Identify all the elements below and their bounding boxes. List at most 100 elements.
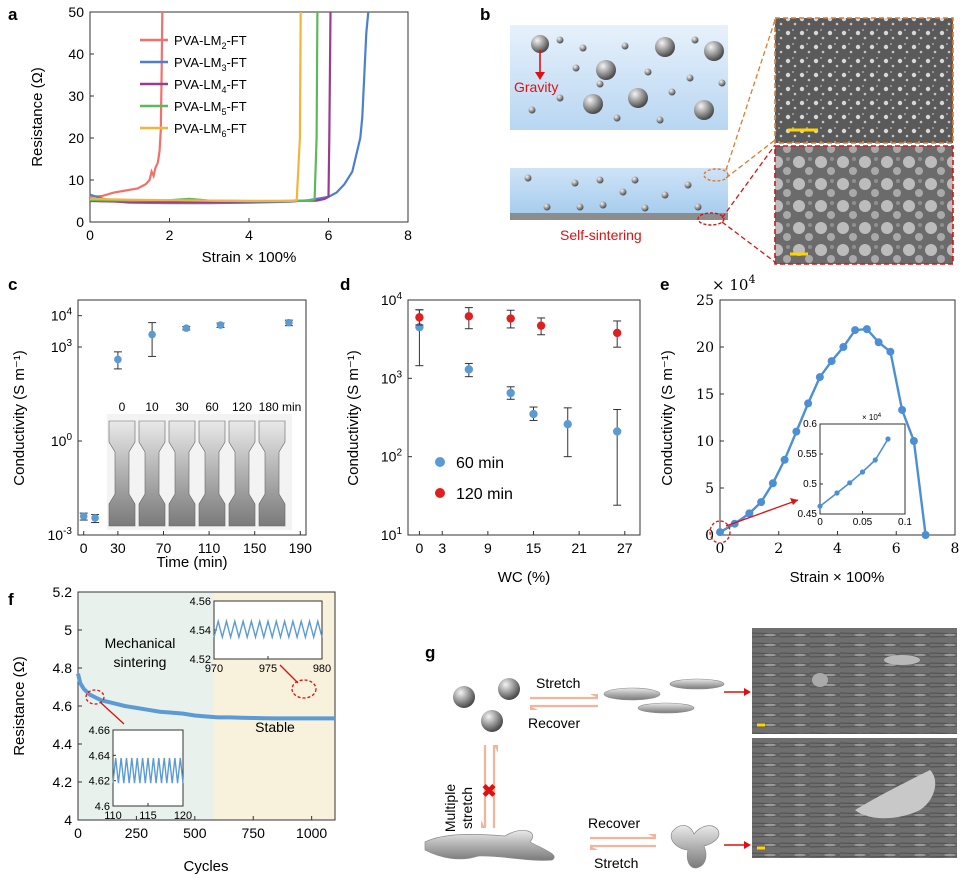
d-data-point-1 xyxy=(612,328,622,338)
f-inset-left-xtick-label: 120 xyxy=(174,810,192,822)
e-inset-ytick-label: 0.55 xyxy=(798,449,818,460)
d-ytick-label: 102 xyxy=(381,448,403,465)
f-xlabel: Cycles xyxy=(183,858,228,875)
c-xtick-label: 150 xyxy=(243,540,267,556)
e-data-point xyxy=(827,357,836,366)
e-xtick-label: 2 xyxy=(774,541,783,557)
e-inset-point xyxy=(885,436,891,442)
f-series-line xyxy=(76,673,335,721)
panel-a-chart: 0 2 4 6 8 0 10 20 30 40 50 PVA-LM2-FT PVA-LM3-FT PVA… xyxy=(29,4,412,266)
e-data-point xyxy=(768,479,777,488)
a-xtick-label: 2 xyxy=(166,227,174,243)
e-xtick-label: 8 xyxy=(951,541,960,557)
d-ytick-label: 104 xyxy=(381,291,403,308)
dogbone-sample-0 xyxy=(108,420,136,527)
e-data-point xyxy=(757,498,766,507)
d-data-point-1 xyxy=(415,313,424,322)
panel-e-chart: 0 2 4 6 8 0 5 10 15 20 25 × 104 × 104 0 0.05 0.1 0.45 0… xyxy=(659,273,959,586)
f-xtick-label: 750 xyxy=(242,825,266,841)
f-xtick-label: 500 xyxy=(183,825,207,841)
f-inset-left-xtick-label: 115 xyxy=(139,810,157,822)
f-inset-left-xtick-label: 110 xyxy=(104,810,122,822)
dogbone-sample-2 xyxy=(168,420,196,527)
stretch-label-2: Stretch xyxy=(594,855,638,871)
c-xtick-label: 190 xyxy=(289,540,313,556)
stretch-label: Stretch xyxy=(536,675,580,691)
d-xlabel: WC (%) xyxy=(498,569,551,586)
c-ytick-label: 100 xyxy=(51,432,73,449)
f-inset-left-frame xyxy=(112,729,184,807)
a-legend-entry-2: PVA-LM4-FT xyxy=(174,77,247,95)
c-xtick-label: 30 xyxy=(110,540,126,556)
d-legend-marker-1 xyxy=(435,488,445,498)
panel-letter-c: c xyxy=(8,275,17,294)
d-legend-entry-1: 120 min xyxy=(456,486,513,503)
e-data-point xyxy=(839,343,848,351)
c-xtick-label: 110 xyxy=(198,540,221,556)
e-inset-ytick-label: 0.6 xyxy=(803,419,817,430)
e-ylabel: Conductivity (S m⁻¹) xyxy=(659,350,676,485)
c-data-point xyxy=(182,324,191,332)
e-ytick-label: 10 xyxy=(696,434,714,450)
fused-droplet-stretched xyxy=(424,829,555,861)
e-inset-xtick-label: 0.1 xyxy=(898,517,912,528)
e-data-point xyxy=(862,325,871,334)
a-series-line-1 xyxy=(89,11,370,205)
e-zoom-circle xyxy=(709,520,731,544)
d-data-point-0 xyxy=(563,419,572,429)
elongated-droplet-1 xyxy=(603,687,661,701)
multiple-label-line1: Multiple xyxy=(442,784,458,832)
panel-g-schematic: Stretch Recover ✖ Multiple stretch Recov… xyxy=(424,628,957,871)
d-ylabel: Conductivity (S m⁻¹) xyxy=(345,350,362,485)
e-multiplier: × 104 xyxy=(712,273,755,294)
sem-image-bottom xyxy=(775,146,953,264)
c-ytick-label: 10-3 xyxy=(48,526,73,543)
panel-d-chart: 0 3 9 15 21 27 101 102 103 104 60 min 120 min WC (… xyxy=(345,291,641,586)
f-inset-left-ytick-label: 4.66 xyxy=(89,725,110,737)
a-xtick-label: 4 xyxy=(245,227,253,243)
e-data-point xyxy=(886,347,895,356)
c-inset-time-label: 180 min xyxy=(259,400,302,414)
e-data-point xyxy=(909,437,918,445)
multiple-label-line2: stretch xyxy=(459,787,475,829)
a-legend-entry-3: PVA-LM5-FT xyxy=(174,99,247,117)
panel-letter-d: d xyxy=(340,275,350,294)
e-inset-point xyxy=(834,490,840,496)
a-ytick-label: 40 xyxy=(68,46,84,62)
fused-droplet-recovered xyxy=(670,825,720,869)
a-xlabel: Strain × 100% xyxy=(202,249,297,266)
elongated-droplet-3 xyxy=(637,702,695,714)
f-region1-label-line1: Mechanical xyxy=(105,635,176,651)
c-data-point xyxy=(91,514,99,522)
f-ytick-label: 5 xyxy=(64,622,72,638)
e-data-point xyxy=(716,528,724,537)
e-data-point xyxy=(874,338,883,347)
a-series-line-0 xyxy=(89,11,164,198)
c-inset-time-label: 60 xyxy=(205,400,219,414)
a-ytick-label: 10 xyxy=(68,172,84,188)
f-inset-right-xtick-label: 980 xyxy=(313,663,331,675)
recover-label-2: Recover xyxy=(588,815,640,831)
panel-f-chart: 0 250 500 750 1000 4 4.2 4.4 4.6 4.8 5 5.2 Mechanic… xyxy=(11,584,336,875)
a-legend-entry-1: PVA-LM3-FT xyxy=(174,55,247,73)
d-ytick-label: 103 xyxy=(381,369,403,386)
e-data-point xyxy=(780,455,789,464)
f-inset-right-ytick-label: 4.54 xyxy=(190,625,211,637)
panel-letter-e: e xyxy=(660,275,669,294)
d-data-point-1 xyxy=(464,312,474,321)
c-ytick-label: 104 xyxy=(51,307,73,324)
d-data-point-1 xyxy=(536,321,546,330)
f-inset-left-ytick-label: 4.62 xyxy=(89,776,110,788)
e-inset-ytick-label: 0.5 xyxy=(803,479,817,490)
d-data-point-0 xyxy=(529,409,538,419)
e-ytick-label: 25 xyxy=(696,293,714,309)
e-data-point xyxy=(792,427,801,436)
d-xtick-label: 15 xyxy=(526,540,542,556)
d-data-point-0 xyxy=(506,388,515,398)
f-ytick-label: 4.8 xyxy=(53,660,73,676)
e-data-point xyxy=(815,373,824,382)
a-xtick-label: 0 xyxy=(86,227,94,243)
e-data-point xyxy=(804,399,813,408)
d-xtick-label: 21 xyxy=(571,540,587,556)
